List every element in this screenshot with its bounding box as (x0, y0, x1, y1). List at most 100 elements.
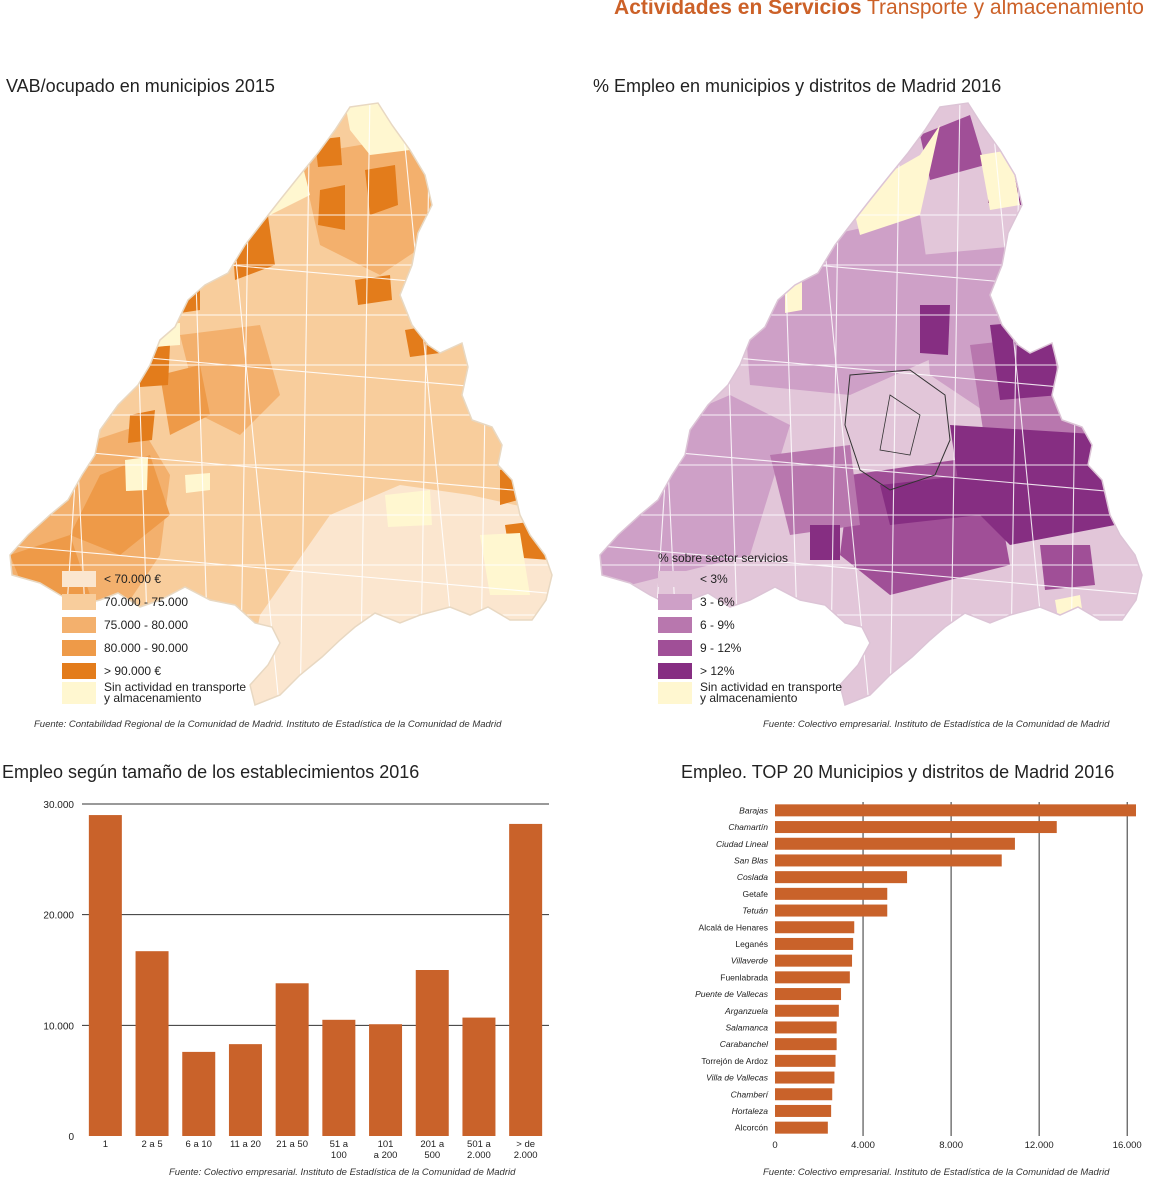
chart1-x-tick-label: a 200 (374, 1150, 398, 1161)
chart2-y-tick-label: Chamartín (728, 822, 768, 832)
map1-legend-swatch (62, 593, 96, 610)
chart2-bar (775, 937, 854, 950)
chart2-bar (775, 1088, 833, 1101)
chart1-graphic: 0 10.000 20.000 30.000 1 2 a 5 6 a 10 11 a 20 21… (43, 800, 549, 1161)
map2-title: % Empleo en municipios y distritos de Ma… (593, 76, 1002, 96)
chart2-y-tick-label: Salamanca (725, 1022, 768, 1032)
chart1-bar (275, 983, 309, 1136)
map1-legend-item: 75.000 - 80.000 (62, 613, 246, 636)
map2-legend-swatch (658, 682, 692, 704)
map2-legend-item: 6 - 9% (658, 613, 842, 636)
chart1-bar (415, 970, 449, 1136)
chart2-y-tick-label: Leganés (735, 939, 768, 949)
chart1-x-tick-label: > de (516, 1139, 535, 1150)
map1-legend-label: 70.000 - 75.000 (104, 594, 189, 609)
chart2-bar (775, 1104, 832, 1117)
chart2-bar (775, 971, 850, 984)
chart2-bar (775, 921, 855, 934)
map1-legend-swatch (62, 662, 96, 679)
map1-legend-item-none: Sin actividad en transporte y almacenamie… (62, 681, 246, 708)
chart2-bar (775, 904, 888, 917)
map1-legend-item: 80.000 - 90.000 (62, 636, 246, 659)
map2-legend-item: < 3% (658, 567, 842, 590)
map2-legend-label: > 12% (700, 663, 735, 678)
chart2-y-tick-label: Arganzuela (724, 1006, 768, 1016)
chart2-y-tick-label: Getafe (742, 889, 768, 899)
chart1-x-tick-label: 2.000 (514, 1150, 538, 1161)
chart1-x-tick-label: 6 a 10 (186, 1139, 212, 1150)
map2-legend-swatch (658, 662, 692, 679)
chart1-bar (369, 1024, 403, 1136)
chart2-bar (775, 1071, 835, 1084)
map2-legend-title: % sobre sector servicios (658, 551, 789, 565)
header-subsection: Transporte y almacenamiento (866, 0, 1144, 19)
chart2-x-tick-label: 16.000 (1113, 1140, 1142, 1151)
chart2-x-tick-label: 12.000 (1025, 1140, 1054, 1151)
chart1-bar (182, 1051, 216, 1136)
chart2-y-tick-label: Villaverde (731, 956, 768, 966)
map1-legend-swatch (62, 616, 96, 633)
chart2-bar (775, 954, 853, 967)
chart1-bar (88, 815, 122, 1136)
map1-legend-label: > 90.000 € (104, 663, 162, 678)
map2-legend-none-line2: y almacenamiento (700, 691, 798, 705)
chart1-y-tick-label: 30.000 (43, 800, 74, 811)
map1-legend: < 70.000 € 70.000 - 75.000 75.000 - 80.0… (62, 567, 246, 708)
map1-legend-swatch (62, 639, 96, 656)
chart1-bar (322, 1019, 356, 1136)
map1-legend-none-label: Sin actividad en transporte y almacenamie… (104, 681, 246, 705)
chart1-x-tick-label: 51 a (330, 1139, 349, 1150)
map2-legend-item: > 12% (658, 659, 842, 682)
chart2-y-tick-label: Coslada (737, 872, 768, 882)
chart1-y-tick-label: 10.000 (43, 1021, 74, 1032)
chart2-y-tick-label: Tetuán (742, 906, 768, 916)
map2-legend-swatch (658, 639, 692, 656)
chart1-x-tick-label: 100 (331, 1150, 347, 1161)
chart1-source: Fuente: Colectivo empresarial. Instituto… (169, 1167, 516, 1178)
map1-legend-label: < 70.000 € (104, 571, 162, 586)
chart2-y-tick-label: Fuenlabrada (720, 972, 768, 982)
chart2-bar (775, 1054, 836, 1067)
chart1-title: Empleo según tamaño de los establecimien… (2, 762, 420, 782)
chart1-x-tick-label: 1 (103, 1139, 108, 1150)
chart2-y-tick-label: Alcorcón (735, 1123, 768, 1133)
chart1-bar (135, 951, 169, 1136)
map1-legend-item: > 90.000 € (62, 659, 246, 682)
chart2-x-tick-label: 8.000 (939, 1140, 963, 1151)
chart1-x-tick-label: 2.000 (467, 1150, 491, 1161)
chart2-y-tick-label: Ciudad Lineal (716, 839, 769, 849)
map1-legend-swatch (62, 570, 96, 587)
chart2-y-tick-label: Hortaleza (732, 1106, 769, 1116)
map2-legend-none-label: Sin actividad en transporte y almacenamie… (700, 680, 843, 705)
chart2-source: Fuente: Colectivo empresarial. Instituto… (763, 1167, 1110, 1178)
map2-legend-swatch (658, 616, 692, 633)
chart2-bar (775, 837, 1015, 850)
map1-legend-item: < 70.000 € (62, 567, 246, 590)
chart2-graphic: 0 4.000 8.000 12.000 16.000 Barajas Chamartín C… (695, 802, 1142, 1151)
chart1-y-tick-label: 0 (68, 1132, 74, 1143)
chart2-y-tick-label: Alcalá de Henares (699, 922, 768, 932)
map1-source: Fuente: Contabilidad Regional de la Comu… (34, 719, 502, 730)
map2-legend-none-line1: Sin actividad en transporte (700, 680, 843, 694)
chart2-bar (775, 887, 888, 900)
chart2-bar (775, 1021, 837, 1034)
chart1-x-tick-label: 501 a (467, 1139, 491, 1150)
map2-legend-item: 9 - 12% (658, 636, 842, 659)
map1-legend-item: 70.000 - 75.000 (62, 590, 246, 613)
chart2-bar (775, 1038, 837, 1051)
map2-legend-swatch (658, 570, 692, 587)
chart1-bar (509, 823, 543, 1136)
chart1-x-tick-label: 2 a 5 (141, 1139, 162, 1150)
map1-legend-none-line2: y almacenamiento (104, 691, 202, 705)
map1-legend-label: 75.000 - 80.000 (104, 617, 189, 632)
map1-legend-swatch (62, 682, 96, 704)
chart2-bar (775, 1121, 828, 1134)
map2-source: Fuente: Colectivo empresarial. Instituto… (763, 719, 1110, 730)
chart2-y-tick-label: Villa de Vallecas (706, 1073, 769, 1083)
map2-legend-item: 3 - 6% (658, 590, 842, 613)
map2-legend-item-none: Sin actividad en transporte y almacenamie… (658, 680, 843, 708)
header-section: Actividades en Servicios (614, 0, 862, 19)
chart2-x-tick-label: 4.000 (851, 1140, 875, 1151)
chart1-bar (228, 1044, 262, 1136)
chart2-bar (775, 821, 1057, 834)
